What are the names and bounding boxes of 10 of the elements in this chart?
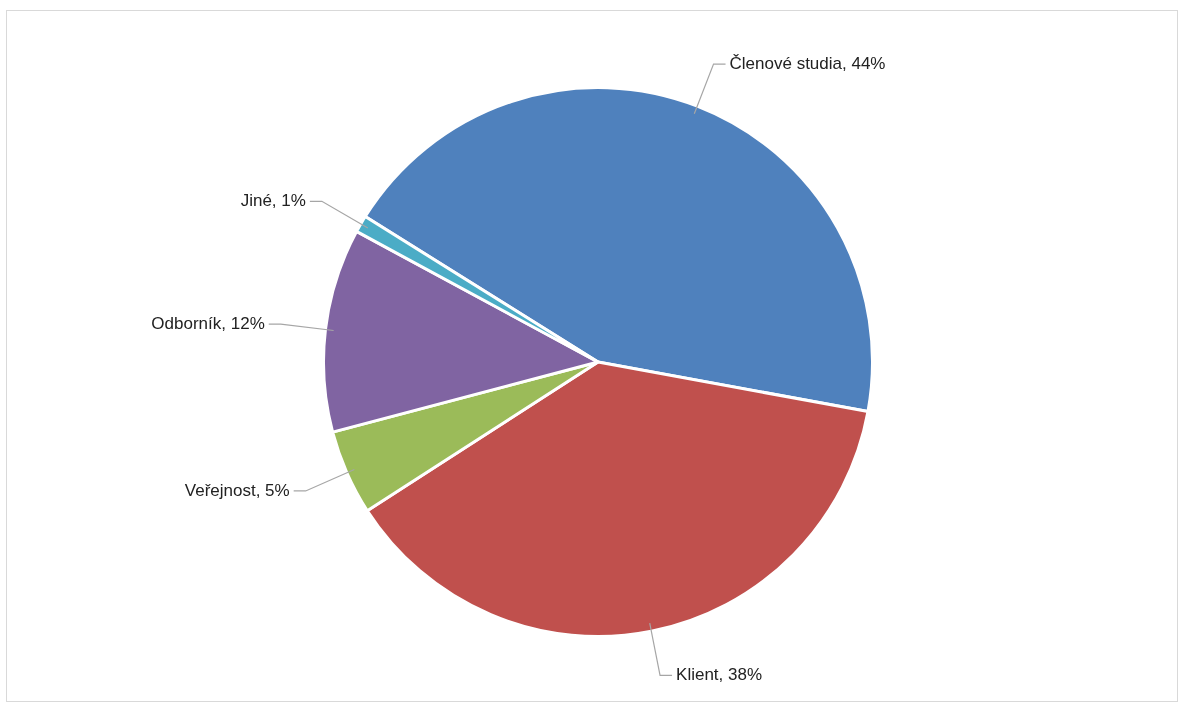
data-label: , 38% bbox=[718, 665, 763, 685]
data-label: , 12% bbox=[221, 313, 265, 333]
slice-label: Odborník bbox=[151, 313, 222, 333]
data-label: , 1% bbox=[271, 190, 306, 210]
slice-label: Členové studia bbox=[729, 53, 843, 73]
data-label: , 5% bbox=[255, 480, 290, 500]
slice-label: Veřejnost bbox=[184, 480, 256, 500]
slice-label: Jiné bbox=[240, 190, 272, 210]
data-label: , 44% bbox=[842, 53, 886, 73]
slice-label: Klient bbox=[676, 665, 719, 685]
